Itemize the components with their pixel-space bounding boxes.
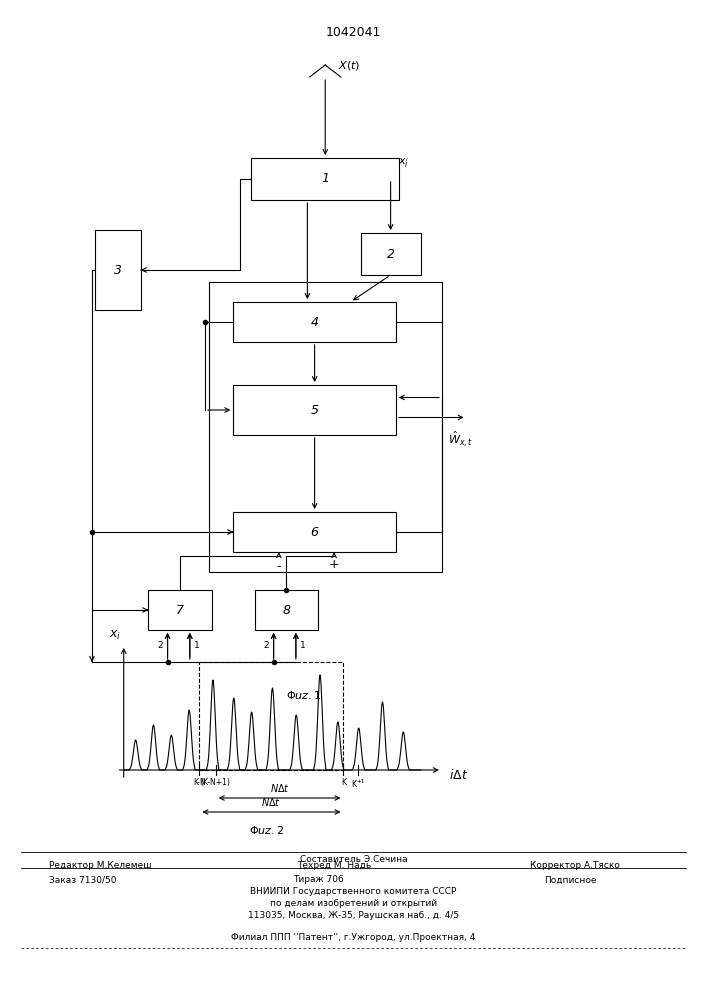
Text: (K-N+1): (K-N+1) [201,778,230,787]
Text: $N\Delta t$: $N\Delta t$ [269,782,290,794]
Text: 5: 5 [310,403,319,416]
Text: Заказ 7130/50: Заказ 7130/50 [49,876,117,884]
Text: Тираж 706: Тираж 706 [293,876,344,884]
Text: ВНИИПИ Государственного комитета СССР: ВНИИПИ Государственного комитета СССР [250,888,457,896]
Text: Редактор М.Келемеш: Редактор М.Келемеш [49,861,152,870]
Text: $\Phi u z.2$: $\Phi u z.2$ [249,824,284,836]
Text: -: - [276,560,281,573]
Text: +: + [329,558,339,571]
Bar [233,302,396,342]
Bar [255,590,318,630]
Text: 6: 6 [310,526,319,538]
Text: $X(t)$: $X(t)$ [338,58,360,72]
Text: $\hat{W}_{x,t}$: $\hat{W}_{x,t}$ [448,430,472,449]
Bar [95,230,141,310]
Text: 4: 4 [310,316,319,328]
Text: по делам изобретений и открытий: по делам изобретений и открытий [270,898,437,908]
Text: Техред М. Надь: Техред М. Надь [297,861,371,870]
Bar [251,158,399,200]
Text: Подписное: Подписное [544,876,597,884]
Text: 2: 2 [264,641,269,650]
Text: 3: 3 [115,263,122,276]
Text: 2: 2 [387,247,395,260]
Bar [209,282,442,572]
Text: K: K [341,778,346,787]
Text: $i\Delta t$: $i\Delta t$ [449,768,468,782]
Bar [199,662,344,770]
Text: 2: 2 [158,641,163,650]
Text: K$^{+1}$: K$^{+1}$ [351,778,366,790]
Text: 8: 8 [282,603,291,616]
Text: 1: 1 [300,641,306,650]
Bar [233,385,396,435]
Text: Составитель Э.Сечина: Составитель Э.Сечина [300,854,407,863]
Text: 1: 1 [321,172,329,185]
Text: $x_i^{_{\prime}}$: $x_i^{_{\prime}}$ [397,157,409,171]
Text: Филиал ППП ''Патент'', г.Ужгород, ул.Проектная, 4: Филиал ППП ''Патент'', г.Ужгород, ул.Про… [231,932,476,942]
Bar [233,512,396,552]
Text: 1042041: 1042041 [326,25,381,38]
Text: K-N: K-N [193,778,206,787]
Text: $N\Delta t$: $N\Delta t$ [262,796,281,808]
Bar [361,233,421,275]
Text: 1: 1 [194,641,200,650]
Text: 113035, Москва, Ж-35, Раушская наб., д. 4/5: 113035, Москва, Ж-35, Раушская наб., д. … [248,912,459,920]
Text: Корректор А.Тяско: Корректор А.Тяско [530,861,620,870]
Text: 7: 7 [176,603,185,616]
Bar [148,590,212,630]
Text: $\Phi u z.1$: $\Phi u z.1$ [286,689,322,701]
Text: $x_i$: $x_i$ [109,629,122,642]
